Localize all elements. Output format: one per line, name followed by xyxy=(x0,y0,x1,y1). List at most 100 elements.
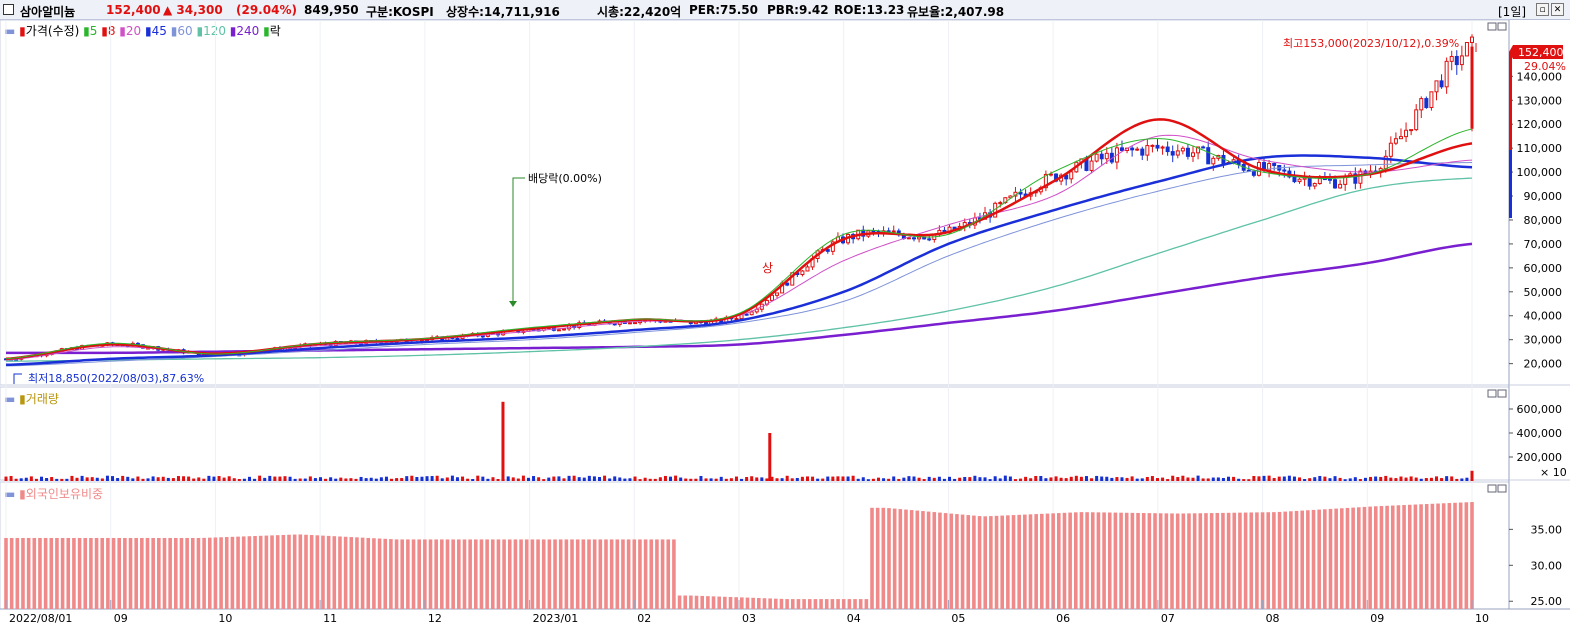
close-icon[interactable]: ✕ xyxy=(1551,3,1564,16)
per-value: PER:75.50 xyxy=(689,3,758,17)
legend-ex-rights[interactable]: 락 xyxy=(269,24,281,38)
volume-bar xyxy=(1039,475,1043,481)
upper-limit-mark: 상 xyxy=(762,261,773,275)
legend-ma240[interactable]: 240 xyxy=(236,24,260,38)
foreign-bar xyxy=(558,539,563,609)
volume-bar xyxy=(415,477,419,481)
foreign-bar xyxy=(779,598,784,609)
volume-bar xyxy=(1145,476,1149,481)
volume-bar xyxy=(724,478,728,481)
candle xyxy=(1338,183,1343,189)
panel-min-icon[interactable] xyxy=(1487,22,1497,31)
foreign-bar xyxy=(1294,510,1299,609)
candle xyxy=(1398,136,1403,140)
foreign-bar xyxy=(1458,502,1463,609)
legend-ma45[interactable]: 45 xyxy=(151,24,167,38)
foreign-bar xyxy=(1181,513,1186,609)
foreign-bar xyxy=(1221,512,1225,609)
legend-ma5[interactable]: 5 xyxy=(89,24,98,38)
foreign-bar xyxy=(802,599,806,609)
foreign-bar xyxy=(858,599,863,609)
panel-min-icon[interactable] xyxy=(1487,484,1497,493)
foreign-bar xyxy=(21,537,25,609)
candle xyxy=(1434,80,1439,93)
foreign-bar xyxy=(1413,504,1418,609)
foreign-bar xyxy=(1147,513,1152,609)
volume-bar xyxy=(1211,477,1215,481)
volume-bar xyxy=(775,478,779,481)
legend-ma20[interactable]: 20 xyxy=(125,24,142,38)
foreign-bar xyxy=(185,537,189,609)
foreign-bar xyxy=(824,599,829,609)
foreign-bar xyxy=(921,511,925,609)
volume-legend: ▬ ▮거래량 xyxy=(4,390,59,407)
volume-bar xyxy=(1176,477,1180,481)
stock-name[interactable]: 삼아알미늄 xyxy=(20,5,76,19)
legend-foreign[interactable]: 외국인보유비중 xyxy=(25,487,104,501)
foreign-bar xyxy=(932,512,937,609)
volume-bar xyxy=(978,477,982,481)
volume-bar xyxy=(922,479,926,481)
last-price-label: 152,400 xyxy=(1518,46,1564,59)
legend-foreign-marker: ▮ xyxy=(19,487,26,501)
panel-min-icon[interactable] xyxy=(1487,389,1497,398)
panel-handle-icon[interactable]: ▬ xyxy=(4,392,16,406)
volume-bar xyxy=(121,475,125,481)
foreign-bar xyxy=(1057,513,1061,609)
volume-bar xyxy=(628,478,632,481)
panel-close-icon[interactable] xyxy=(1497,389,1507,398)
volume-bar xyxy=(1054,476,1058,481)
foreign-bar xyxy=(938,512,942,609)
volume-bar xyxy=(29,476,33,481)
volume-bar xyxy=(1419,478,1423,481)
volume-bar xyxy=(932,477,936,481)
foreign-bar xyxy=(926,511,931,609)
foreign-bar xyxy=(1277,511,1282,609)
current-price: 152,400 xyxy=(106,3,161,17)
foreign-bar xyxy=(813,599,818,609)
legend-volume[interactable]: 거래량 xyxy=(25,392,59,406)
candle xyxy=(917,236,922,240)
volume-bar xyxy=(1013,479,1017,481)
panel-handle-icon[interactable]: ▬ xyxy=(4,24,16,38)
period-selector[interactable]: [1일] xyxy=(1498,5,1527,19)
candle xyxy=(1414,109,1419,131)
candle xyxy=(1353,173,1358,184)
volume-bar xyxy=(75,477,79,481)
foreign-bar xyxy=(621,539,625,609)
volume-unit-label: × 10 xyxy=(1540,466,1567,479)
foreign-bar xyxy=(502,539,506,609)
foreign-bar xyxy=(128,537,133,609)
foreign-bar xyxy=(1141,513,1146,609)
volume-bar xyxy=(511,477,515,481)
legend-ma8[interactable]: 8 xyxy=(107,24,116,38)
volume-bar xyxy=(329,477,333,481)
x-tick-label: 07 xyxy=(1161,612,1175,625)
restore-icon[interactable]: ▫ xyxy=(1536,3,1549,16)
foreign-bar xyxy=(807,599,812,609)
foreign-bar xyxy=(457,539,461,609)
foreign-bar xyxy=(519,539,523,609)
legend-ma120[interactable]: 120 xyxy=(203,24,226,38)
volume-bar xyxy=(1150,476,1154,481)
foreign-bar xyxy=(581,539,586,609)
legend-ma60[interactable]: 60 xyxy=(177,24,193,38)
volume-bar xyxy=(846,476,850,481)
stock-info-header: 삼아알미늄 152,400 ▲ 34,300 (29.04%) 849,950 … xyxy=(0,0,1570,20)
volume-bar xyxy=(638,479,642,481)
volume-bar xyxy=(34,478,38,481)
select-checkbox[interactable] xyxy=(3,4,14,15)
volume-bar xyxy=(1079,476,1083,481)
volume-bar xyxy=(537,477,541,481)
panel-handle-icon[interactable]: ▬ xyxy=(4,487,16,501)
volume-bar xyxy=(1358,479,1362,481)
foreign-bar xyxy=(1317,509,1321,609)
panel-close-icon[interactable] xyxy=(1497,22,1507,31)
volume-bar xyxy=(344,478,348,481)
volume-bar xyxy=(719,476,723,481)
legend-price[interactable]: 가격(수정) xyxy=(25,24,80,38)
volume-bar xyxy=(55,478,59,481)
panel-close-icon[interactable] xyxy=(1497,484,1507,493)
y-tick-label: 100,000 xyxy=(1517,166,1563,179)
